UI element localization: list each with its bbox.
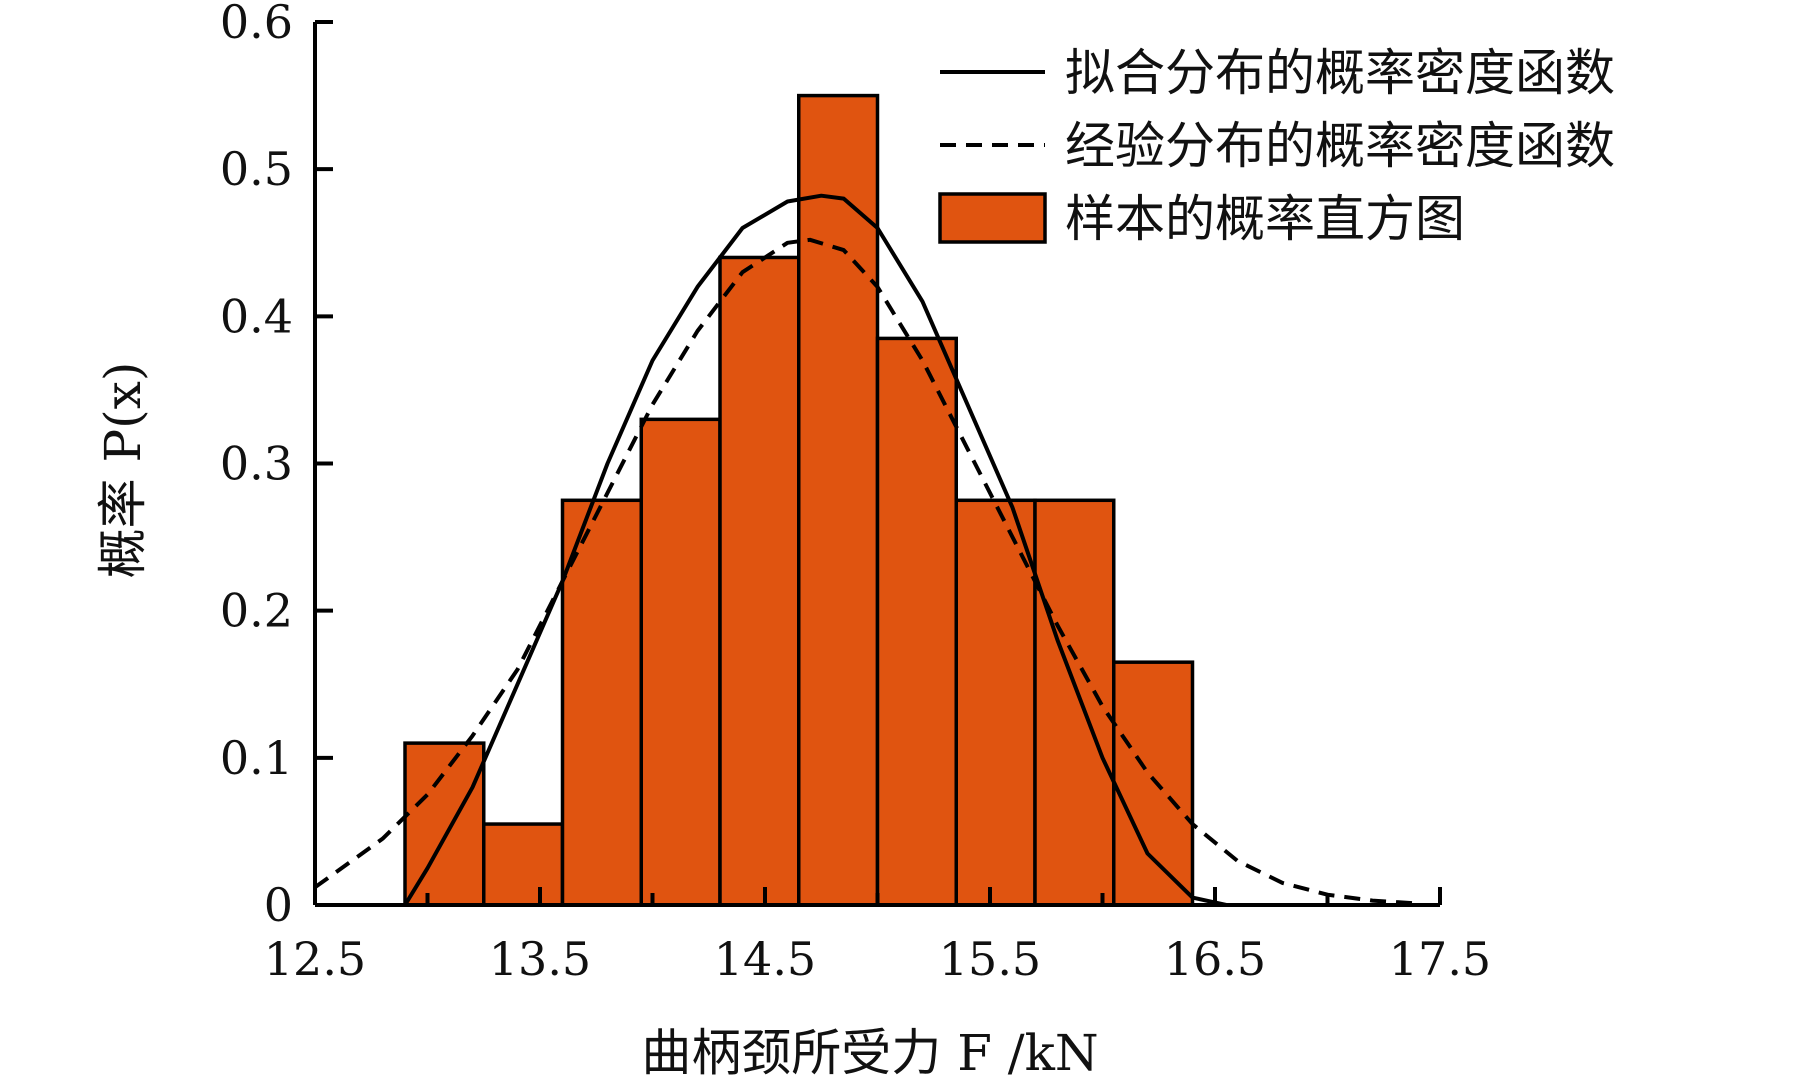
y-tick-label: 0.6 [220,0,293,49]
x-tick-label: 16.5 [1164,932,1266,986]
histogram-bar-7 [875,336,958,907]
x-tick-label: 13.5 [489,932,591,986]
x-tick-label: 12.5 [264,932,366,986]
x-tick-label: 15.5 [939,932,1041,986]
histogram-bar-6 [797,93,880,907]
x-axis-label: 曲柄颈所受力 F /kN [641,1024,1098,1082]
y-tick-label: 0.2 [220,584,293,638]
x-tick-label: 17.5 [1389,932,1491,986]
density-curves [313,193,1418,907]
histogram-bars [403,93,1195,907]
histogram-bar-10 [1112,660,1195,907]
y-axis-label: 概率 P(x) [94,362,152,579]
histogram-bar-2 [482,822,565,907]
y-tick-label: 0.4 [220,289,293,343]
histogram-bar-1 [403,741,486,907]
y-tick-label: 0.5 [220,142,293,196]
legend-label: 经验分布的概率密度函数 [1065,117,1615,175]
y-tick-label: 0.3 [220,437,293,491]
y-tick-label: 0.1 [220,731,293,785]
y-tick-label: 0 [264,878,293,932]
legend-label: 样本的概率直方图 [1065,190,1465,248]
legend-label: 拟合分布的概率密度函数 [1065,44,1615,102]
fitted-density-curve [371,193,1227,907]
histogram-bar-4 [639,417,722,907]
histogram-bar-5 [718,255,801,907]
x-tick-labels: 12.5 13.5 14.5 15.5 16.5 17.5 [264,932,1491,986]
empirical-density-curve [313,237,1418,906]
x-tick-label: 14.5 [714,932,816,986]
legend-swatch-histogram [938,192,1047,244]
y-tick-labels: 0 0.1 0.2 0.3 0.4 0.5 0.6 [220,0,293,932]
axes [313,20,1442,907]
histogram-bar-8 [954,498,1037,907]
